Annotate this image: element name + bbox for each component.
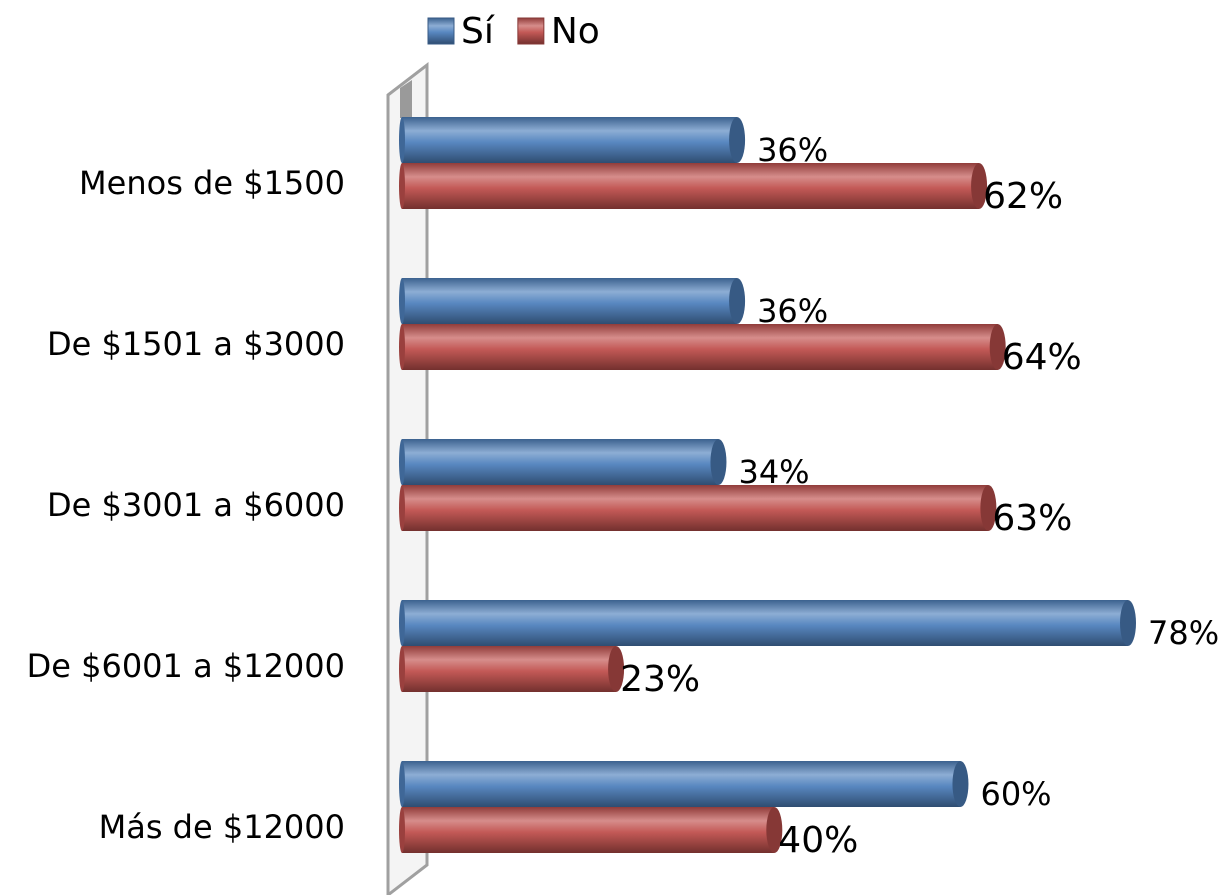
bar-cap	[766, 807, 783, 853]
bar	[402, 646, 617, 692]
legend-label: Sí	[461, 11, 495, 52]
bar	[402, 117, 738, 163]
bar	[402, 439, 719, 485]
value-label: 34%	[738, 453, 809, 491]
y-tick-label: De $1501 a $3000	[47, 325, 345, 363]
bar-base	[399, 807, 405, 853]
bar	[402, 278, 738, 324]
bar	[402, 163, 980, 209]
bar-cap	[608, 646, 625, 692]
value-label: 60%	[980, 775, 1051, 813]
y-tick-label: Más de $12000	[99, 808, 345, 846]
bar-base	[399, 646, 405, 692]
bar	[402, 761, 961, 807]
bar-cap	[980, 485, 997, 531]
value-label: 62%	[983, 176, 1063, 217]
bar-base	[399, 600, 405, 646]
bar-cap	[729, 278, 746, 324]
value-label: 36%	[757, 131, 828, 169]
y-tick-label: De $3001 a $6000	[47, 486, 345, 524]
bar-cap	[971, 163, 988, 209]
value-label: 78%	[1148, 614, 1219, 652]
bar-base	[399, 117, 405, 163]
legend-swatch	[427, 17, 455, 45]
value-label: 64%	[1002, 337, 1082, 378]
bar-cap	[729, 117, 746, 163]
bar-base	[399, 761, 405, 807]
bar-cap	[1120, 600, 1136, 646]
bar-cap	[952, 761, 969, 807]
bar-base	[399, 439, 405, 485]
value-label: 63%	[992, 498, 1072, 539]
bar-base	[399, 163, 405, 209]
bar-base	[399, 278, 405, 324]
bar-cap	[710, 439, 727, 485]
legend-label: No	[551, 11, 600, 52]
bar	[402, 600, 1128, 646]
bar-cap	[989, 324, 1006, 370]
bar	[402, 485, 989, 531]
legend-swatch	[517, 17, 545, 45]
bar	[402, 807, 775, 853]
value-label: 40%	[778, 820, 858, 861]
bar-base	[399, 485, 405, 531]
y-tick-label: De $6001 a $12000	[27, 647, 345, 685]
value-label: 23%	[620, 659, 700, 700]
value-label: 36%	[757, 292, 828, 330]
bar-base	[399, 324, 405, 370]
wall-shade	[400, 80, 412, 118]
y-tick-label: Menos de $1500	[79, 164, 345, 202]
bar	[402, 324, 998, 370]
